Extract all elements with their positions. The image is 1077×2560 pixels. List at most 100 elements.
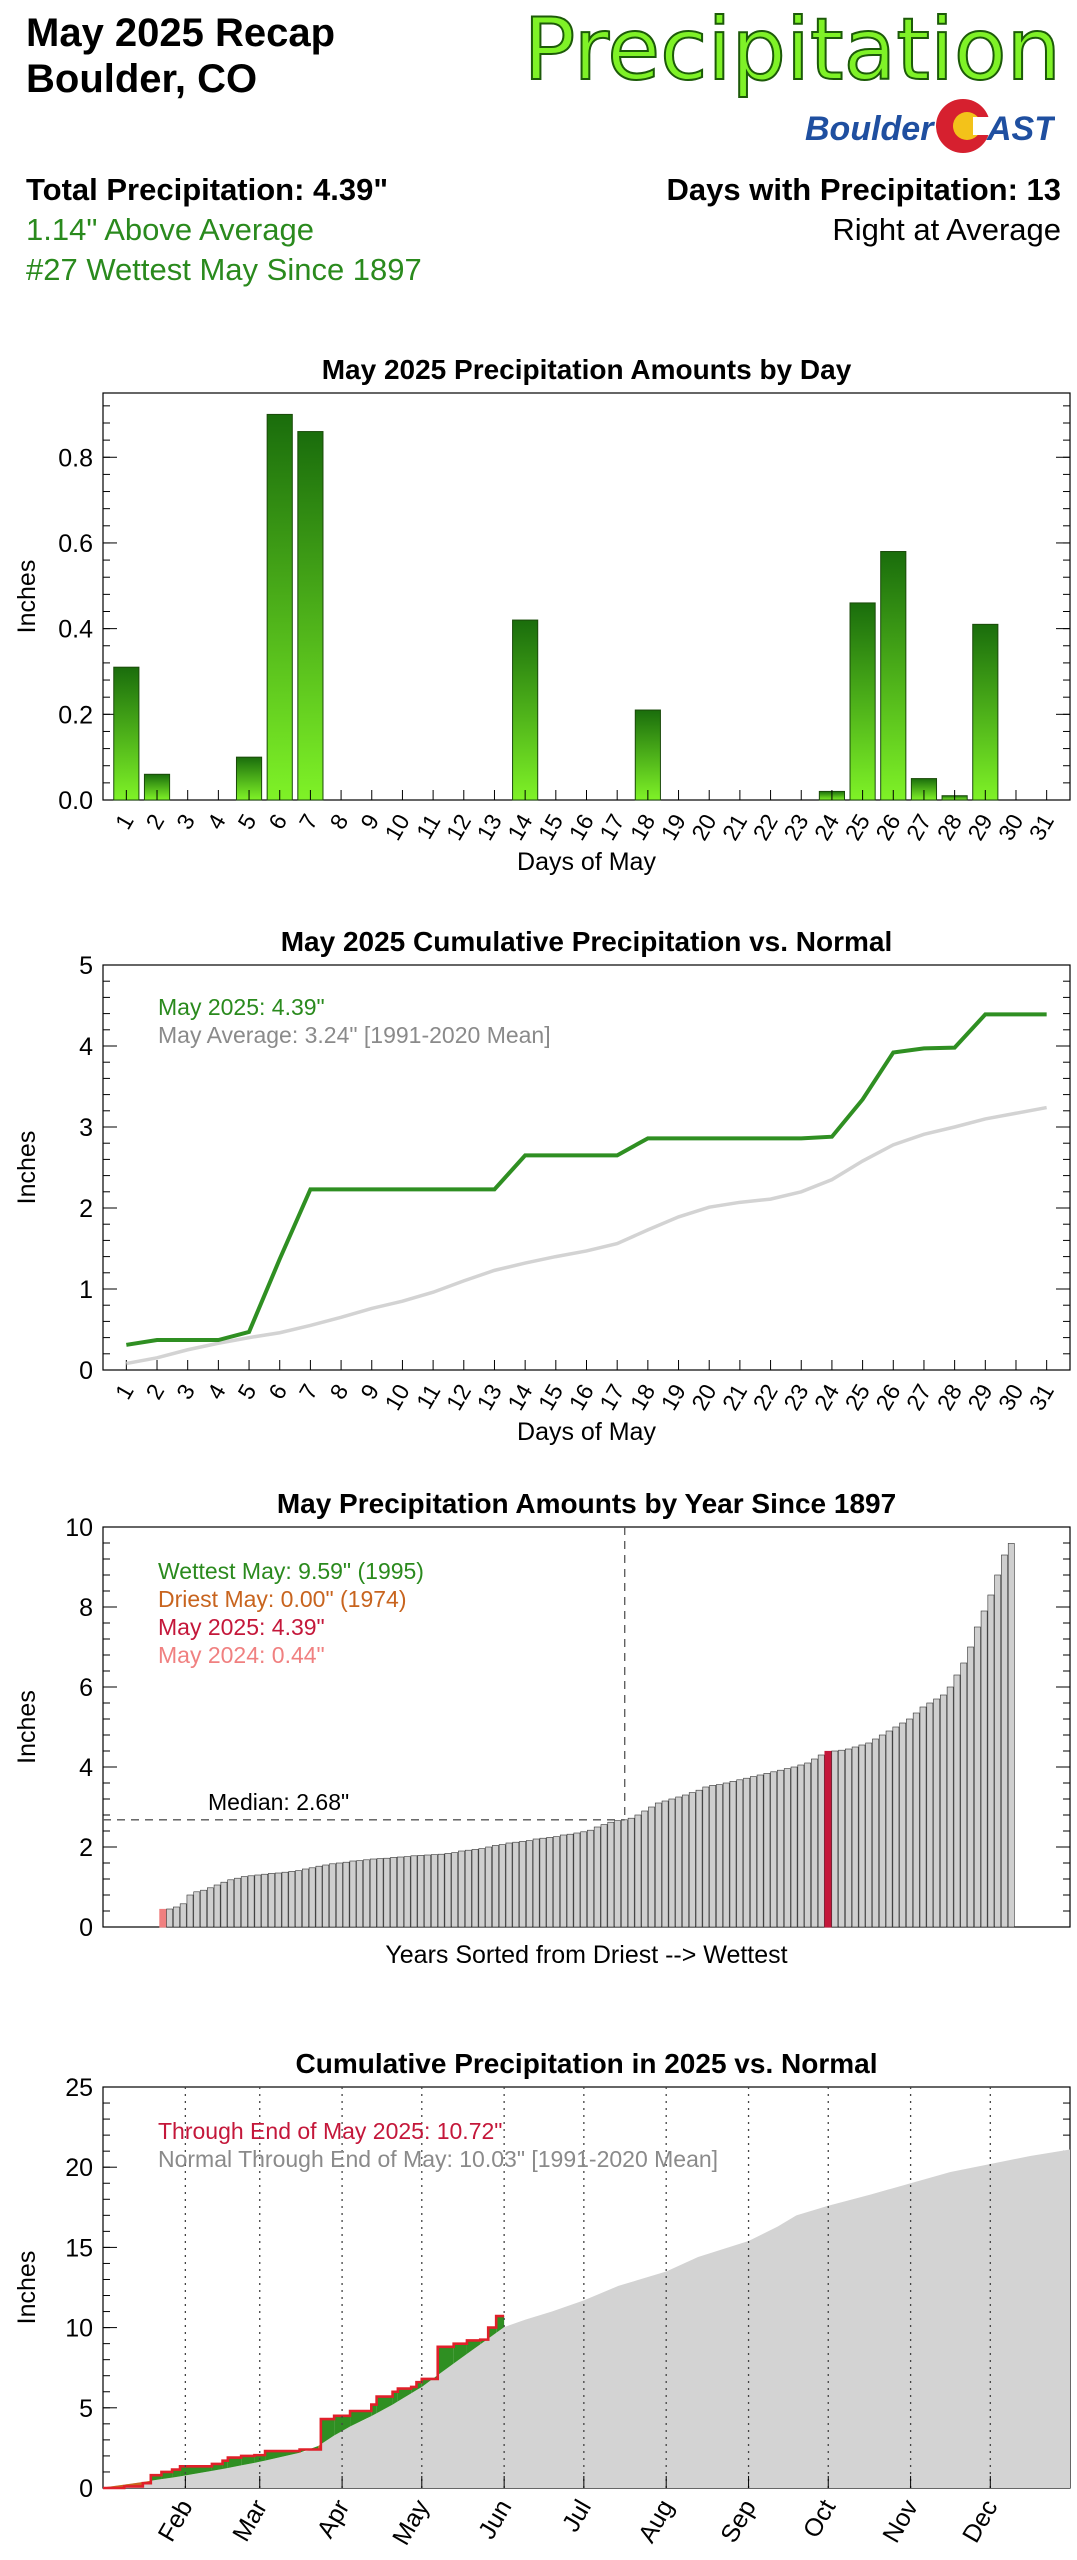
month-tick-label: Nov (877, 2495, 924, 2548)
x-tick-label: 25 (840, 1380, 875, 1415)
year-bar (519, 1841, 526, 1928)
x-tick-label: 7 (294, 1380, 323, 1404)
x-tick-label: 15 (533, 810, 568, 845)
year-bar (709, 1785, 716, 1928)
bar-day-14 (512, 619, 539, 801)
y-tick-label: 0 (79, 1357, 93, 1385)
year-bar (729, 1781, 737, 1928)
legend-2025-through-may: Through End of May 2025: 10.72" (158, 2118, 502, 2144)
year-bar (322, 1864, 330, 1928)
year-bar (892, 1726, 900, 1928)
month-tick-label: Sep (715, 2495, 761, 2548)
departure-fill (180, 2466, 212, 2477)
bar-day-7 (297, 431, 324, 801)
y-tick-label: 5 (79, 2395, 93, 2423)
logo-text-right: AST (986, 110, 1055, 148)
days-compare-text: Right at Average (832, 212, 1061, 247)
y-axis-label: Inches (13, 2251, 41, 2325)
x-tick-label: 1 (110, 1380, 139, 1404)
year-bar (899, 1722, 907, 1928)
year-bar (173, 1906, 180, 1928)
x-axis-label: Years Sorted from Driest --> Wettest (385, 1941, 787, 1969)
x-tick-label: 29 (962, 1380, 997, 1415)
year-bar (675, 1796, 683, 1928)
x-tick-label: 20 (686, 810, 721, 845)
year-bar (505, 1842, 513, 1928)
month-tick-label: Jul (557, 2495, 597, 2537)
year-bar (770, 1771, 778, 1928)
colorado-c-icon (936, 99, 999, 153)
year-bar (573, 1832, 581, 1928)
year-bar (797, 1764, 805, 1928)
departure-fill (265, 2451, 300, 2461)
year-bar (464, 1849, 472, 1928)
year-bar (234, 1877, 241, 1928)
year-bar (288, 1871, 296, 1928)
x-tick-label: 12 (441, 810, 476, 845)
x-tick-label: 11 (411, 1380, 445, 1414)
year-bar (261, 1873, 269, 1928)
precipitation-heading: Precipitation (522, 0, 1062, 100)
year-bar (817, 1754, 825, 1928)
x-tick-label: 14 (502, 1379, 537, 1414)
year-bar (526, 1840, 533, 1928)
x-tick-label: 27 (901, 1380, 936, 1415)
x-tick-label: 3 (171, 1380, 200, 1404)
year-bar (743, 1777, 750, 1928)
bar-day-25 (849, 602, 876, 801)
year-bar (838, 1749, 845, 1928)
line-2025-actual (103, 2314, 505, 2490)
year-bar (756, 1774, 764, 1928)
year-bar (268, 1873, 275, 1928)
year-bar (166, 1908, 173, 1928)
days-with-precipitation: Days with Precipitation: 13 (666, 172, 1062, 207)
may-by-year-chart: May Precipitation Amounts by Year Since … (13, 1488, 1071, 1969)
y-axis-label: Inches (13, 560, 41, 634)
y-tick-label: 15 (65, 2234, 93, 2262)
x-tick-label: 3 (171, 810, 200, 834)
legend-entry-3: May 2024: 0.44" (158, 1642, 325, 1668)
departure-fill (320, 2419, 335, 2445)
x-tick-label: 21 (717, 810, 752, 845)
x-tick-label: 17 (594, 1380, 629, 1415)
year-bar (492, 1845, 499, 1928)
year-bar (878, 1734, 886, 1928)
bar-day-18 (634, 709, 661, 801)
chart-title: May 2025 Cumulative Precipitation vs. No… (281, 926, 893, 957)
year-bar (444, 1853, 452, 1928)
year-bar (254, 1874, 262, 1928)
legend-entry-1: Driest May: 0.00" (1974) (158, 1586, 407, 1612)
year-bar (661, 1800, 669, 1928)
year-bar (919, 1706, 927, 1928)
month-tick-label: May (387, 2495, 435, 2550)
x-tick-label: 6 (263, 810, 292, 834)
year-bar-2025 (824, 1750, 832, 1928)
year-bar (512, 1841, 520, 1928)
x-tick-label: 26 (870, 810, 905, 845)
chart-title: Cumulative Precipitation in 2025 vs. Nor… (296, 2048, 878, 2079)
year-bar (397, 1856, 404, 1928)
chart-title: May Precipitation Amounts by Year Since … (277, 1488, 896, 1519)
year-bar (1001, 1554, 1008, 1928)
x-tick-label: 17 (594, 810, 629, 845)
departure-fill (397, 2388, 412, 2402)
year-bar (763, 1773, 771, 1928)
year-bar (593, 1826, 601, 1928)
departure-fill (488, 2327, 497, 2339)
cumulative-may-chart: May 2025 Cumulative Precipitation vs. No… (13, 926, 1071, 1446)
legend-entry-2: May 2025: 4.39" (158, 1614, 325, 1640)
departure-fill (421, 2375, 438, 2387)
departure-fill (161, 2471, 173, 2480)
year-bar (417, 1855, 425, 1928)
year-bar (994, 1574, 1002, 1928)
departure-fill (392, 2391, 398, 2405)
year-bar (376, 1858, 384, 1928)
legend-may-average: May Average: 3.24" [1991-2020 Mean] (158, 1022, 551, 1048)
x-tick-label: 16 (564, 1380, 599, 1415)
above-average-text: 1.14" Above Average (26, 212, 314, 247)
y-tick-label: 4 (79, 1033, 93, 1061)
x-axis-label: Days of May (517, 848, 656, 876)
year-bar (634, 1814, 642, 1928)
y-tick-label: 3 (79, 1114, 93, 1142)
year-bar (186, 1894, 194, 1928)
